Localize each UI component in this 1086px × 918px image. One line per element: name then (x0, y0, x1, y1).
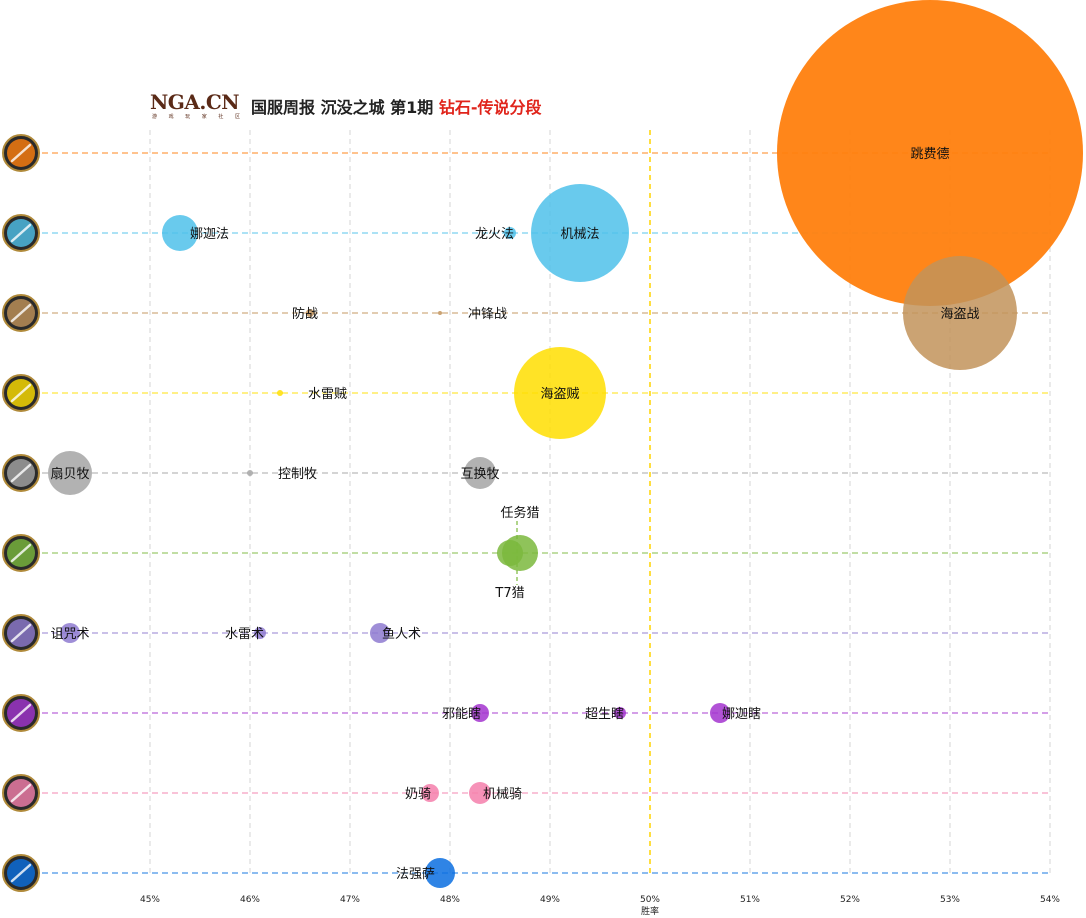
bubble-label-warrior: 冲锋战 (468, 307, 507, 322)
paladin-class-icon (2, 774, 40, 812)
bubble-label-demonhunter: 邪能瞎 (442, 706, 481, 722)
chart-title-main: 国服周报 沉没之城 第1期 (251, 98, 434, 117)
bubble-druid (777, 0, 1083, 306)
bubble-label-demonhunter: 超生瞎 (585, 706, 624, 722)
icon-glyph (10, 863, 32, 883)
x-tick-label: 52% (840, 895, 860, 905)
bubble-label-paladin: 机械骑 (483, 787, 522, 802)
bubble-label-demonhunter: 娜迦瞎 (722, 706, 761, 722)
class-icons (2, 134, 40, 892)
bubble-label-shaman: 法强萨 (396, 867, 435, 882)
bubble-priest (464, 457, 496, 489)
bubble-hunter (497, 540, 523, 566)
icon-glyph (10, 703, 32, 723)
bubble-label-warlock: 诅咒术 (50, 627, 89, 642)
bubble-warrior (903, 256, 1017, 370)
bubble-warrior (306, 309, 314, 317)
x-tick-label: 53% (940, 895, 960, 905)
bubble-shaman (425, 858, 455, 888)
bubble-priest (247, 470, 253, 476)
bubble-label-mage: 娜迦法 (190, 227, 229, 242)
icon-glyph (10, 543, 32, 563)
x-tick-label: 50% (640, 895, 660, 905)
bubble-warlock (60, 623, 80, 643)
bubble-label-hunter: 任务猎 (500, 505, 539, 521)
icon-glyph (10, 223, 32, 243)
bubble-demonhunter (710, 703, 730, 723)
warlock-class-icon (2, 614, 40, 652)
bubble-demonhunter (614, 707, 626, 719)
grid-lines (149, 130, 1051, 874)
bubble-label-warrior: 海盗战 (940, 306, 979, 322)
bubble-rogue (514, 347, 606, 439)
icon-glyph (10, 463, 32, 483)
x-tick-label: 45% (140, 895, 160, 905)
bubble-warrior (438, 311, 442, 315)
nga-logo: NGA.CN 游 戏 玩 家 社 区 (150, 90, 240, 122)
bubbles (48, 0, 1083, 888)
warrior-class-icon (2, 294, 40, 332)
chart-title: 国服周报 沉没之城 第1期 钻石-传说分段 (251, 94, 542, 118)
mage-class-icon (2, 214, 40, 252)
x-tick-label: 48% (440, 895, 460, 905)
shaman-class-icon (2, 854, 40, 892)
chart-title-highlight: 钻石-传说分段 (438, 98, 542, 117)
x-tick-label: 49% (540, 895, 560, 905)
x-tick-label: 46% (240, 895, 260, 905)
bubble-label-paladin: 奶骑 (405, 787, 431, 802)
bubble-label-hunter: T7猎 (494, 586, 524, 601)
bubble-mage (531, 184, 629, 282)
icon-glyph (10, 383, 32, 403)
bubble-label-rogue: 海盗贼 (540, 386, 579, 402)
bubble-mage (504, 227, 516, 239)
bubble-demonhunter (471, 704, 489, 722)
x-tick-label: 51% (740, 895, 760, 905)
bubble-label-druid: 跳费德 (910, 147, 949, 162)
hunter-class-icon (2, 534, 40, 572)
bubble-label-priest: 扇贝牧 (50, 466, 89, 482)
rogue-class-icon (2, 374, 40, 412)
x-tick-label: 54% (1040, 895, 1060, 905)
logo-text: NGA.CN (150, 90, 240, 114)
icon-glyph (10, 783, 32, 803)
demon-hunter-class-icon (2, 694, 40, 732)
x-tick-label: 47% (340, 895, 360, 905)
bubble-paladin (421, 784, 439, 802)
bubble-warlock (370, 623, 390, 643)
bubble-label-rogue: 水雷贼 (308, 387, 347, 402)
logo-subtext: 游 戏 玩 家 社 区 (152, 114, 245, 120)
x-axis-label: 胜率 (641, 905, 659, 917)
bubble-label-warlock: 鱼人术 (382, 626, 421, 642)
bubble-label-priest: 互换牧 (460, 467, 499, 482)
bubble-label-mage: 机械法 (560, 227, 599, 242)
bubble-label-warlock: 水雷术 (225, 627, 264, 642)
bubble-label-priest: 控制牧 (278, 467, 317, 482)
icon-glyph (10, 303, 32, 323)
icon-glyph (10, 623, 32, 643)
bubble-label-warrior: 防战 (292, 306, 318, 322)
bubble-warlock (254, 627, 266, 639)
x-axis-ticks: 45% 46% 47% 48% 49% 50% 51% 52% 53% 54% (140, 895, 1060, 905)
bubble-label-mage: 龙火法 (475, 227, 514, 242)
bubble-priest (48, 451, 92, 495)
icon-glyph (10, 143, 32, 163)
bubble-rogue (277, 390, 283, 396)
priest-class-icon (2, 454, 40, 492)
druid-class-icon (2, 134, 40, 172)
bubble-mage (162, 215, 198, 251)
bubble-paladin (469, 782, 491, 804)
